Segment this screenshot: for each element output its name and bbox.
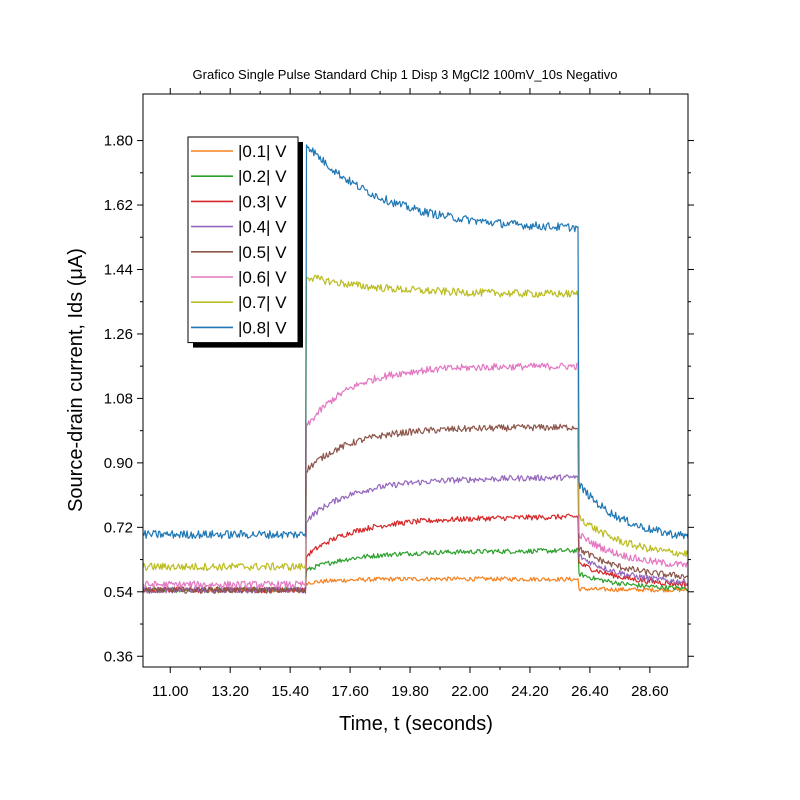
- y-tick-label: 0.54: [104, 584, 133, 601]
- series-line: [142, 144, 689, 540]
- chart-title: Grafico Single Pulse Standard Chip 1 Dis…: [193, 67, 618, 82]
- legend-label: |0.3| V: [238, 192, 287, 211]
- plot-frame: [142, 93, 689, 668]
- legend-label: |0.2| V: [238, 167, 287, 186]
- x-tick-label: 15.40: [271, 683, 309, 700]
- y-axis-title: Source-drain current, Ids (μA): [65, 248, 87, 512]
- y-tick-label: 0.36: [104, 648, 133, 665]
- y-tick-label: 1.44: [104, 261, 133, 278]
- legend-label: |0.6| V: [238, 268, 287, 287]
- plot-lines: [142, 144, 689, 594]
- y-tick-label: 1.26: [104, 326, 133, 343]
- y-tick-label: 1.62: [104, 197, 133, 214]
- y-tick-label: 0.90: [104, 455, 133, 472]
- legend-label: |0.7| V: [238, 293, 287, 312]
- series-line: [142, 274, 689, 572]
- legend-label: |0.1| V: [238, 142, 287, 161]
- x-tick-label: 22.00: [451, 683, 489, 700]
- x-tick-label: 24.20: [511, 683, 549, 700]
- y-tick-label: 0.72: [104, 519, 133, 536]
- legend-label: |0.8| V: [238, 318, 287, 337]
- legend: |0.1| V |0.2| V |0.3| V |0.4| V |0.5| V |0.6|…: [187, 136, 303, 348]
- x-axis: 11.00 13.20 15.40 17.60 19.80 22.00 24.20 26.40…: [152, 88, 669, 700]
- legend-label: |0.5| V: [238, 243, 287, 262]
- y-tick-label: 1.80: [104, 133, 133, 150]
- series-line: [142, 423, 689, 594]
- series-line: [142, 362, 689, 589]
- legend-box: [187, 136, 299, 344]
- x-tick-label: 28.60: [631, 683, 669, 700]
- x-tick-label: 11.00: [152, 683, 188, 700]
- x-tick-label: 13.20: [211, 683, 249, 700]
- y-axis: 0.36 0.54 0.72 0.90 1.08 1.26 1.44 1.62 1.80: [104, 133, 694, 665]
- x-tick-label: 17.60: [331, 683, 369, 700]
- x-axis-title: Time, t (seconds): [339, 713, 493, 735]
- series-line: [142, 474, 689, 594]
- y-tick-label: 1.08: [104, 390, 133, 407]
- x-tick-label: 26.40: [571, 683, 609, 700]
- legend-label: |0.4| V: [238, 218, 287, 237]
- x-tick-label: 19.80: [391, 683, 429, 700]
